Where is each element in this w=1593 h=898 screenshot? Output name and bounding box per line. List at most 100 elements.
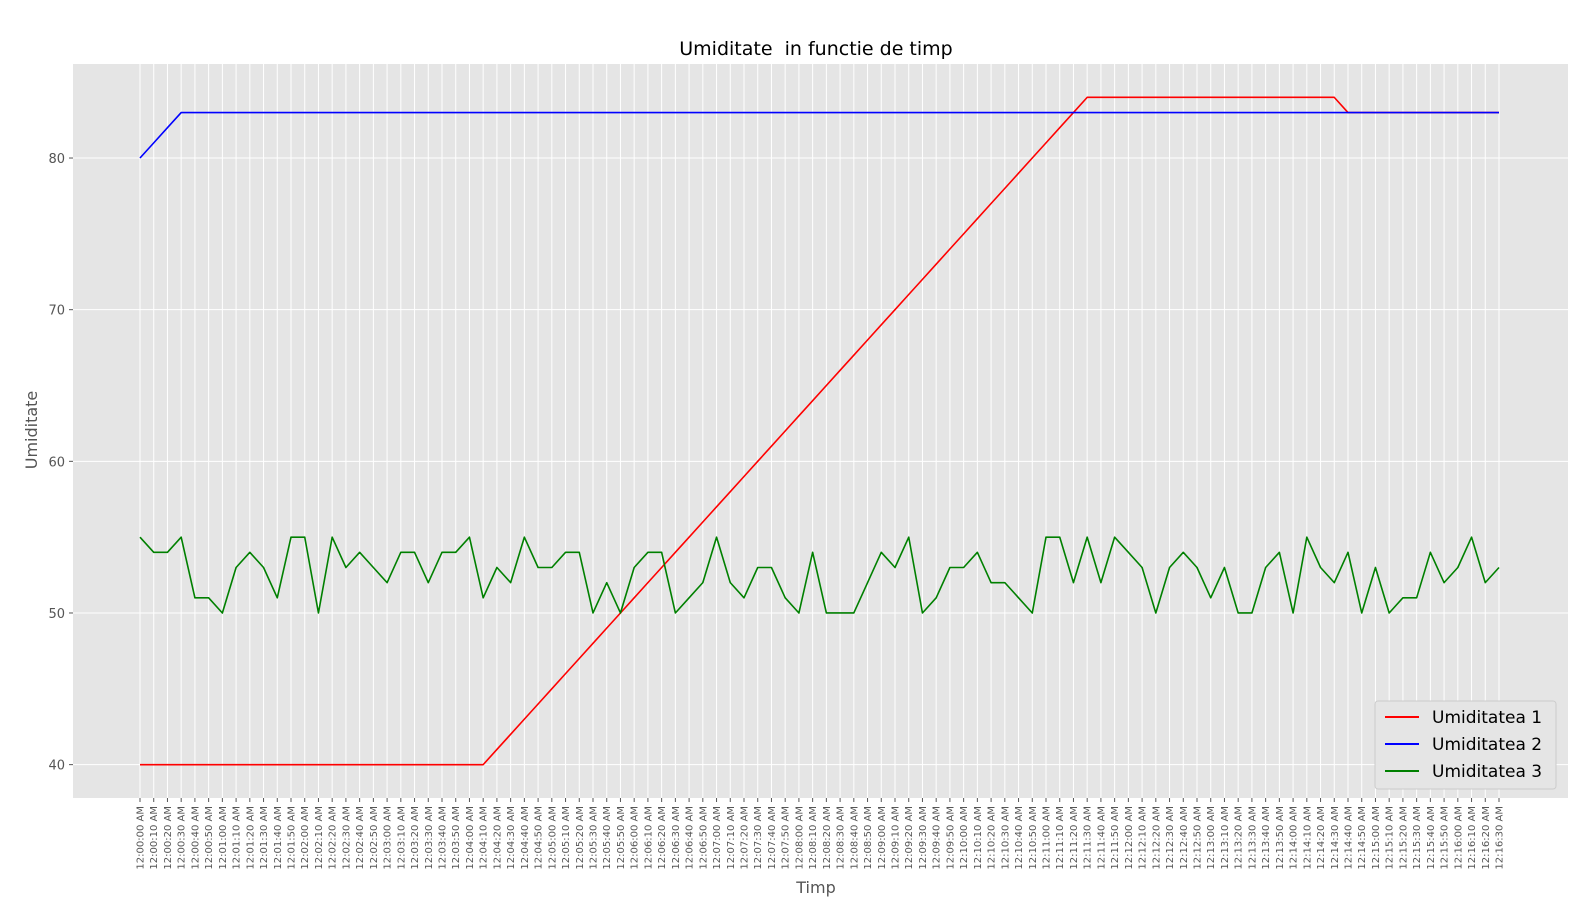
x-tick-label: 12:06:40 AM (685, 806, 696, 870)
x-tick-label: 12:07:00 AM (712, 806, 723, 870)
x-tick-label: 12:08:40 AM (849, 806, 860, 870)
x-tick-label: 12:13:00 AM (1206, 806, 1217, 870)
x-tick-label: 12:05:40 AM (602, 806, 613, 870)
legend-box (1374, 700, 1557, 790)
x-tick-label: 12:11:50 AM (1110, 806, 1121, 870)
x-tick-label: 12:15:10 AM (1385, 806, 1396, 870)
x-tick-label: 12:01:10 AM (232, 806, 243, 870)
series-line-3 (139, 536, 1500, 614)
x-tick-label: 12:13:50 AM (1275, 806, 1286, 870)
x-tick-label: 12:14:30 AM (1330, 806, 1341, 870)
x-tick-label: 12:00:10 AM (149, 806, 160, 870)
x-tick-label: 12:16:20 AM (1481, 806, 1492, 870)
x-tick-label: 12:04:00 AM (465, 806, 476, 870)
x-tick-label: 12:01:30 AM (259, 806, 270, 870)
x-tick-label: 12:08:30 AM (836, 806, 847, 870)
x-tick-label: 12:02:30 AM (341, 806, 352, 870)
x-tick-label: 12:05:10 AM (561, 806, 572, 870)
y-tick-label: 60 (48, 455, 65, 470)
x-tick-label: 12:10:10 AM (973, 806, 984, 870)
x-tick-label: 12:00:40 AM (190, 806, 201, 870)
x-tick-label: 12:11:40 AM (1096, 806, 1107, 870)
y-tick-labels: 40 50 60 70 80 (48, 152, 73, 774)
x-tick-label: 12:13:30 AM (1247, 806, 1258, 870)
x-gridlines (139, 64, 1500, 798)
x-tick-label: 12:15:20 AM (1398, 806, 1409, 870)
x-tick-label: 12:03:30 AM (424, 806, 435, 870)
x-tick-label: 12:14:00 AM (1289, 806, 1300, 870)
x-tick-label: 12:09:00 AM (877, 806, 888, 870)
legend-label: Umiditatea 2 (1432, 735, 1542, 755)
x-tick-label: 12:09:10 AM (891, 806, 902, 870)
x-tick-label: 12:00:00 AM (136, 806, 147, 870)
x-tick-label: 12:04:50 AM (534, 806, 545, 870)
x-tick-label: 12:04:20 AM (492, 806, 503, 870)
series-line-1 (140, 96, 1499, 766)
x-tick-label: 12:10:50 AM (1028, 806, 1039, 870)
x-tick-label: 12:02:00 AM (300, 806, 311, 870)
x-tick-label: 12:10:40 AM (1014, 806, 1025, 870)
legend-label: Umiditatea 1 (1432, 708, 1542, 728)
x-tick-label: 12:11:20 AM (1069, 806, 1080, 870)
chart-title: Umiditate in functie de timp (679, 38, 952, 60)
x-tick-label: 12:11:10 AM (1055, 806, 1066, 870)
x-tick-label: 12:15:30 AM (1412, 806, 1423, 870)
x-tick-label: 12:14:20 AM (1316, 806, 1327, 870)
x-tick-label: 12:08:50 AM (863, 806, 874, 870)
x-tick-label: 12:04:10 AM (479, 806, 490, 870)
series-line-2 (139, 111, 1499, 159)
y-tick-label: 80 (48, 152, 65, 167)
legend-label: Umiditatea 3 (1432, 762, 1542, 782)
x-tick-label: 12:07:50 AM (781, 806, 792, 870)
x-tick-label: 12:08:10 AM (808, 806, 819, 870)
x-tick-label: 12:07:40 AM (767, 806, 778, 870)
x-tick-label: 12:10:30 AM (1000, 806, 1011, 870)
x-tick-label: 12:16:00 AM (1453, 806, 1464, 870)
x-tick-label: 12:07:10 AM (726, 806, 737, 870)
x-tick-label: 12:15:00 AM (1371, 806, 1382, 870)
x-tick-label: 12:01:50 AM (287, 806, 298, 870)
x-tick-label: 12:00:30 AM (177, 806, 188, 870)
x-tick-label: 12:01:20 AM (245, 806, 256, 870)
y-axis-label: Umiditate (22, 391, 41, 470)
x-tick-label: 12:08:00 AM (794, 806, 805, 870)
x-tick-label: 12:04:40 AM (520, 806, 531, 870)
x-tick-label: 12:03:40 AM (438, 806, 449, 870)
x-tick-label: 12:09:30 AM (918, 806, 929, 870)
x-tick-label: 12:07:20 AM (740, 806, 751, 870)
x-tick-label: 12:03:20 AM (410, 806, 421, 870)
x-tick-label: 12:02:20 AM (328, 806, 339, 870)
x-tick-label: 12:12:10 AM (1138, 806, 1149, 870)
x-tick-label: 12:12:40 AM (1179, 806, 1190, 870)
x-tick-label: 12:12:30 AM (1165, 806, 1176, 870)
x-tick-label: 12:10:20 AM (987, 806, 998, 870)
x-tick-label: 12:09:40 AM (932, 806, 943, 870)
x-tick-label: 12:16:10 AM (1467, 806, 1478, 870)
x-tick-label: 12:15:40 AM (1426, 806, 1437, 870)
x-tick-label: 12:13:20 AM (1234, 806, 1245, 870)
x-tick-label: 12:07:30 AM (753, 806, 764, 870)
x-tick-label: 12:01:00 AM (218, 806, 229, 870)
x-tick-label: 12:09:50 AM (945, 806, 956, 870)
y-tick-label: 50 (48, 607, 65, 622)
x-tick-label: 12:06:20 AM (657, 806, 668, 870)
legend: Umiditatea 1 Umiditatea 2 Umiditatea 3 (1374, 700, 1557, 790)
y-tick-label: 40 (48, 759, 65, 774)
x-tick-label: 12:14:50 AM (1357, 806, 1368, 870)
x-tick-label: 12:12:50 AM (1193, 806, 1204, 870)
plot-background (73, 64, 1568, 798)
x-tick-label: 12:05:50 AM (616, 806, 627, 870)
x-tick-label: 12:08:20 AM (822, 806, 833, 870)
x-tick-label: 12:00:20 AM (163, 806, 174, 870)
x-tick-label: 12:16:30 AM (1495, 806, 1506, 870)
x-tick-label: 12:03:10 AM (396, 806, 407, 870)
x-tick-label: 12:10:00 AM (959, 806, 970, 870)
x-tick-label: 12:04:30 AM (506, 806, 517, 870)
x-tick-label: 12:06:30 AM (671, 806, 682, 870)
x-tick-label: 12:05:20 AM (575, 806, 586, 870)
x-tick-label: 12:11:30 AM (1083, 806, 1094, 870)
x-tick-labels: 12:00:00 AM 12:00:10 AM 12:00:20 AM 12:00:3… (136, 798, 1506, 870)
x-tick-label: 12:14:10 AM (1302, 806, 1313, 870)
x-tick-label: 12:11:00 AM (1042, 806, 1053, 870)
